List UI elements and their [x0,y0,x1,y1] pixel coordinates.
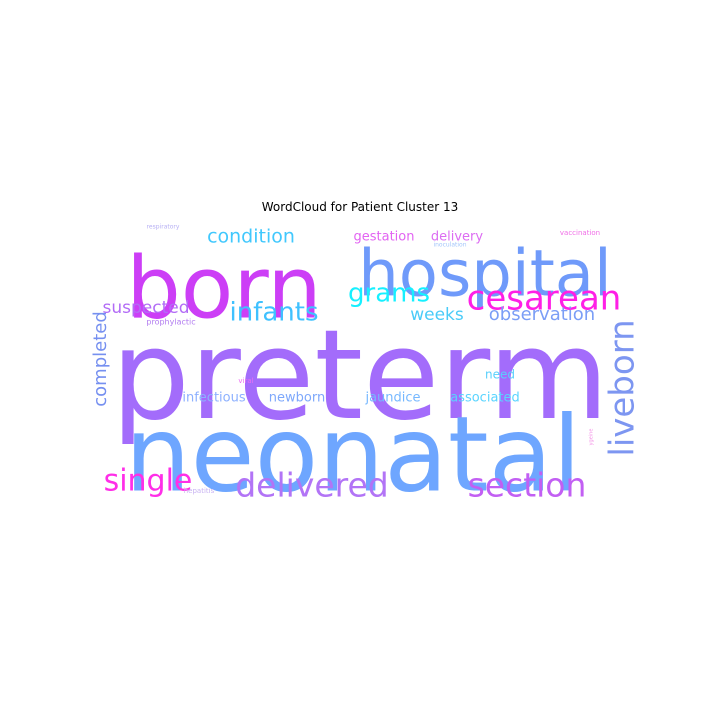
word-liveborn: liveborn [603,319,643,456]
word-jaundice: jaundice [364,391,420,406]
word-cesarean: cesarean [467,279,622,319]
word-delivered: delivered [235,466,389,505]
word-single: single [104,464,193,499]
word-preterm: preterm [111,304,609,448]
word-gestation: gestation [354,230,415,245]
word-delivery: delivery [431,230,484,245]
word-inoculation: inoculation [433,242,466,249]
word-hepatitis: hepatitis [184,487,215,495]
word-vaccination: vaccination [560,229,600,237]
word-neonatal: neonatal [125,393,582,515]
word-suspected: suspected [102,298,189,318]
word-associated: associated [450,391,520,406]
word-condition: condition [207,226,295,248]
word-newborn: newborn [269,391,325,406]
word-need: need [485,368,515,382]
word-ygeine: ygeine [589,429,595,446]
word-born: born [126,238,322,338]
word-grams: grams [348,279,430,309]
word-completed: completed [90,311,111,407]
word-weeks: weeks [410,305,464,325]
word-infants: infants [229,298,318,328]
word-prophylactic: prophylactic [146,318,195,327]
chart-title: WordCloud for Patient Cluster 13 [261,200,459,214]
word-respiratory: respiratory [147,224,180,231]
word-section: section [468,466,587,505]
word-hospital: hospital [358,238,612,312]
word-viral: viral [238,377,253,385]
word-observation: observation [489,304,595,325]
word-infectious: infectious [182,391,245,406]
